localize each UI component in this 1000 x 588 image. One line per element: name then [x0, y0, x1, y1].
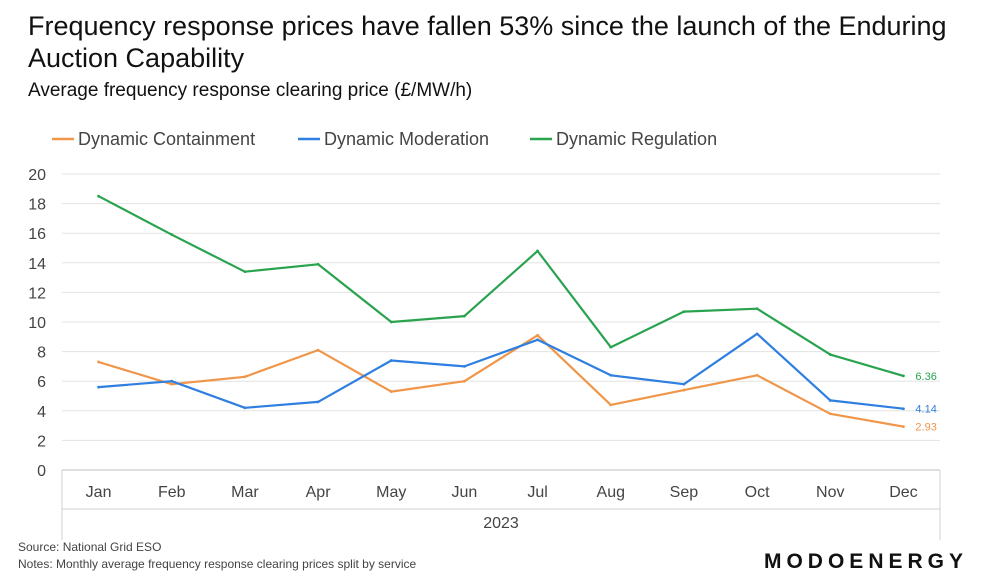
x-tick-label: Mar	[231, 484, 259, 501]
data-point	[463, 314, 466, 318]
y-tick-label: 10	[28, 315, 46, 332]
data-point	[97, 194, 100, 198]
data-point	[902, 407, 905, 411]
y-tick-label: 0	[37, 463, 46, 480]
legend-label: Dynamic Regulation	[556, 129, 717, 149]
data-point	[902, 374, 905, 378]
x-tick-label: Oct	[745, 484, 770, 501]
legend-label: Dynamic Moderation	[324, 129, 489, 149]
source-note: Source: National Grid ESO	[18, 540, 162, 554]
x-tick-label: Nov	[816, 484, 844, 501]
data-point	[316, 400, 320, 404]
x-tick-label: Sep	[670, 484, 699, 501]
x-tick-label: Jan	[86, 484, 112, 501]
end-value-label: 2.93	[915, 422, 936, 434]
data-point	[97, 385, 100, 389]
series-group: 2.93 4.14 6.36	[97, 194, 937, 434]
notes: Notes: Monthly average frequency respons…	[18, 557, 417, 571]
series-line-dynamic-regulation	[97, 195, 905, 377]
legend-label: Dynamic Containment	[78, 129, 255, 149]
data-point	[755, 307, 759, 311]
data-point	[682, 388, 686, 392]
data-point	[828, 412, 832, 416]
x-tick-label: Jul	[527, 484, 547, 501]
x-tick-label: Jun	[452, 484, 478, 501]
y-tick-label: 14	[28, 256, 46, 273]
y-tick-label: 18	[28, 197, 46, 214]
data-point	[463, 365, 466, 368]
data-point	[609, 403, 613, 407]
data-point	[902, 425, 905, 429]
chart-subtitle: Average frequency response clearing pric…	[28, 80, 473, 101]
data-point	[170, 382, 174, 386]
data-point	[170, 379, 174, 383]
y-tick-label: 16	[28, 226, 46, 243]
data-point	[316, 348, 320, 352]
data-point	[828, 353, 832, 356]
legend: Dynamic Containment Dynamic Moderation Dyn…	[52, 129, 717, 149]
data-point	[97, 360, 100, 364]
data-point	[682, 382, 686, 386]
data-point	[389, 320, 393, 324]
data-point	[389, 359, 393, 362]
data-point	[170, 233, 174, 237]
x-tick-label: Dec	[889, 484, 917, 501]
data-point	[389, 390, 393, 393]
data-point	[682, 310, 686, 314]
x-tick-label: Apr	[306, 484, 332, 501]
y-tick-label: 2	[37, 433, 46, 450]
data-point	[609, 345, 613, 349]
x-tick-label: May	[376, 484, 406, 501]
end-value-label: 4.14	[915, 404, 936, 416]
data-point	[243, 270, 247, 274]
gridlines	[62, 173, 940, 471]
data-point	[828, 399, 832, 402]
data-point	[463, 379, 466, 383]
chart-title: Frequency response prices have fallen 53…	[28, 11, 947, 73]
series-line-dynamic-containment	[97, 334, 905, 428]
brand-logo: MODOENERGY	[763, 550, 968, 573]
y-tick-label: 4	[37, 404, 46, 421]
data-point	[536, 249, 539, 253]
end-value-label: 6.36	[915, 371, 936, 383]
y-tick-label: 6	[37, 374, 46, 391]
y-tick-label: 20	[28, 167, 46, 184]
series-line-dynamic-moderation	[97, 332, 905, 410]
y-axis: 0 2 4 6 8 10 12 14 16 18 20	[28, 167, 46, 480]
data-point	[755, 332, 759, 336]
y-tick-label: 12	[28, 285, 46, 302]
data-point	[243, 375, 247, 379]
data-point	[536, 338, 539, 342]
y-tick-label: 8	[37, 345, 46, 362]
data-point	[609, 373, 613, 377]
data-point	[536, 333, 539, 337]
data-point	[243, 406, 247, 410]
x-tick-label: Aug	[597, 484, 625, 501]
x-tick-label: Feb	[158, 484, 186, 501]
data-point	[755, 373, 759, 377]
x-axis-label: 2023	[483, 515, 519, 532]
data-point	[316, 262, 320, 266]
x-axis: Jan Feb Mar Apr May Jun Jul Aug Sep Oct Nov Dec 2023	[61, 470, 941, 540]
